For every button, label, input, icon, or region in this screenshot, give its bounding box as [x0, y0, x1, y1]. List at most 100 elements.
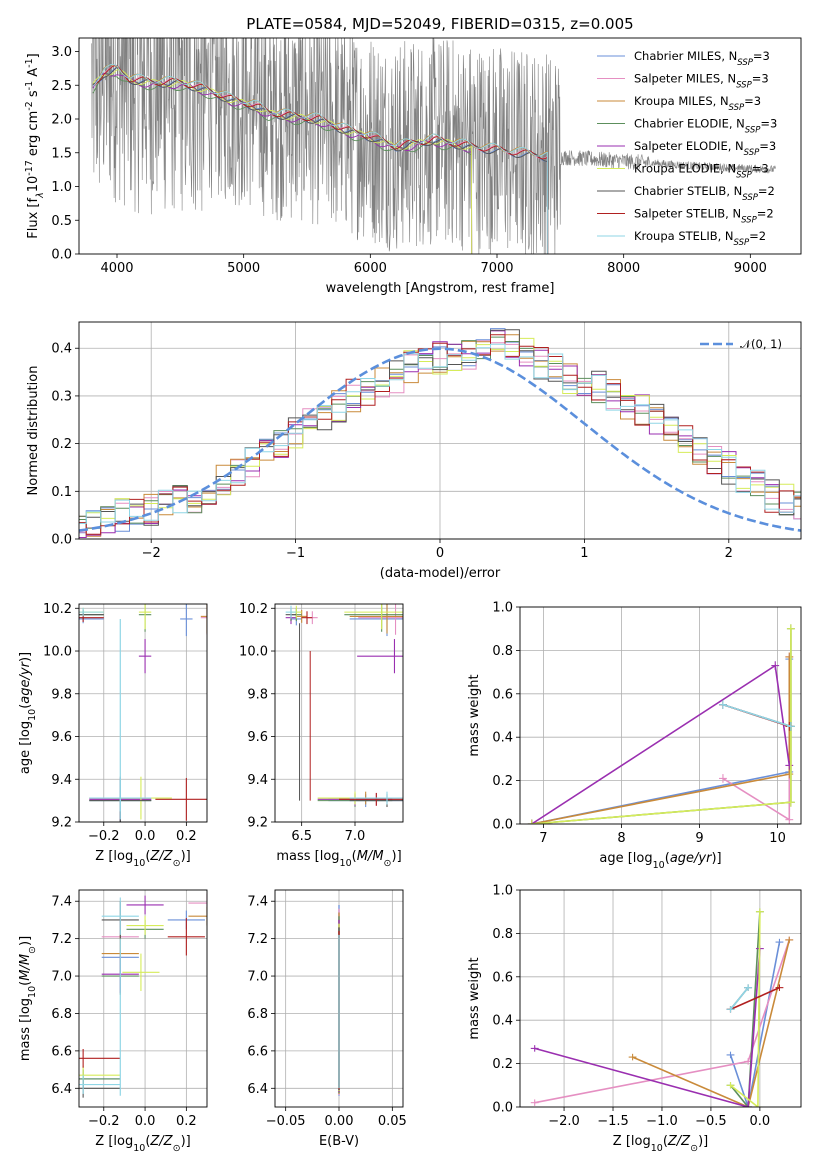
y-tick-label: 0.0 [51, 533, 72, 548]
legend-label: Kroupa STELIB, NSSP=2 [634, 229, 766, 248]
legend-label: Chabrier STELIB, NSSP=2 [634, 184, 775, 203]
y-tick-label: 6.6 [51, 1044, 72, 1059]
y-axis-label: age [log10(age/yr)] [18, 652, 38, 774]
plot-area [527, 624, 795, 824]
x-tick-label: 0.0 [135, 829, 156, 844]
plot-area [530, 908, 794, 1107]
x-tick-label: −0.2 [88, 1114, 120, 1129]
x-axis-label: Z [log10(Z/Z⊙)] [95, 1134, 190, 1154]
y-tick-label: 0.2 [51, 437, 72, 452]
weight-line-salpeter_elodie [531, 664, 791, 824]
x-tick-label: 0.00 [325, 1114, 354, 1129]
y-axis-label: mass weight [467, 674, 482, 756]
x-tick-label: 9 [695, 831, 703, 846]
age-vs-Z-panel: −0.2 0.0 0.2 9.2 9.4 9.6 9.8 10.0 10.2 [43, 602, 208, 844]
weight-line-chabrier_elodie [531, 628, 792, 824]
weight-Z-line-kroupa_miles [632, 939, 791, 1107]
model-spectrum-salpeter_stelib [92, 64, 549, 254]
x-tick-label: 2 [725, 546, 733, 561]
weight-line-kroupa_stelib [722, 703, 792, 728]
x-tick-label: −2 [142, 546, 161, 561]
model-spectrum-kroupa_stelib [92, 64, 549, 254]
y-tick-label: 1.5 [51, 146, 72, 161]
axes-frame [274, 889, 404, 1108]
y-tick-label: 1.0 [492, 601, 513, 616]
y-tick-label: 6.6 [247, 1044, 268, 1059]
x-axis-label: age [log10(age/yr)] [599, 851, 721, 871]
y-axis-label: Flux [fλ10-17 erg cm-2 s-1 A-1] [24, 53, 46, 238]
weight-Z-line-kroupa_elodie [730, 911, 761, 1107]
y-tick-label: 10.0 [239, 645, 268, 660]
y-tick-label: 7.0 [247, 970, 268, 985]
axes-frame [274, 603, 404, 823]
residual-hist-kroupa_elodie [79, 337, 801, 519]
x-tick-label: −0.2 [88, 829, 120, 844]
weight-Z-line-kroupa_stelib [729, 987, 749, 1010]
y-tick-label: 0.6 [492, 970, 513, 985]
y-tick-label: 0.0 [492, 1101, 513, 1116]
x-tick-label: −1.0 [646, 1114, 678, 1129]
observed-spectrum [91, 38, 776, 254]
y-axis-label: mass weight [467, 957, 482, 1039]
y-tick-label: 9.8 [247, 687, 268, 702]
x-tick-label: 7 [539, 831, 547, 846]
y-tick-label: 9.8 [51, 687, 72, 702]
y-tick-label: 6.8 [51, 1007, 72, 1022]
weight-Z-line-chabrier_elodie [729, 911, 761, 1107]
y-tick-label: 0.2 [492, 774, 513, 789]
legend-label: Salpeter MILES, NSSP=3 [634, 72, 769, 91]
x-tick-label: 6.5 [291, 829, 312, 844]
x-tick-label: 9000 [734, 261, 767, 276]
y-tick-label: 7.4 [247, 895, 268, 910]
legend-label: Chabrier ELODIE, NSSP=3 [634, 117, 777, 136]
y-tick-label: 6.8 [247, 1007, 268, 1022]
weight-Z-line-salpeter_elodie [534, 948, 761, 1107]
plot-area [91, 38, 776, 254]
y-tick-label: 0.8 [492, 644, 513, 659]
axes-frame [519, 889, 802, 1108]
y-tick-label: 9.4 [247, 773, 268, 788]
x-axis-label: Z [log10(Z/Z⊙)] [95, 849, 190, 869]
y-tick-label: 10.2 [239, 602, 268, 617]
plot-area [285, 604, 403, 808]
residual-hist-chabrier_miles [79, 328, 801, 534]
x-tick-label: 8 [617, 831, 625, 846]
x-tick-label: 5000 [227, 261, 260, 276]
y-tick-label: 10.2 [43, 602, 72, 617]
x-tick-label: 0.0 [135, 1114, 156, 1129]
legend-label: Kroupa MILES, NSSP=3 [634, 94, 761, 113]
x-tick-label: −2.0 [548, 1114, 580, 1129]
y-tick-label: 6.4 [51, 1082, 72, 1097]
y-tick-label: 9.4 [51, 773, 72, 788]
mass-vs-ebv-panel: −0.05 0.00 0.05 6.4 6.6 6.8 7.0 7.2 7.4 [247, 889, 407, 1129]
legend: Chabrier MILES, NSSP=3 Salpeter MILES, NS… [597, 49, 777, 248]
x-tick-label: 0 [436, 546, 444, 561]
legend-label: Chabrier MILES, NSSP=3 [634, 49, 770, 68]
x-tick-label: 6000 [354, 261, 387, 276]
x-tick-label: 0.2 [176, 829, 197, 844]
x-tick-label: 10 [769, 831, 786, 846]
weight-line-salpeter_miles [722, 656, 791, 822]
spectrum-panel: 4000 5000 6000 7000 8000 9000 0.0 0.5 1.0 1.5 2.0 2… [51, 37, 802, 276]
x-tick-label: 0.2 [176, 1114, 197, 1129]
x-tick-label: 1 [580, 546, 588, 561]
y-tick-label: 10.0 [43, 645, 72, 660]
y-tick-label: 0.5 [51, 214, 72, 229]
y-tick-label: 0.2 [492, 1057, 513, 1072]
y-tick-label: 6.4 [247, 1082, 268, 1097]
residual-histogram-panel: −2 −1 0 1 2 0.0 0.1 0.2 0.3 0.4 𝒩(0, 1) [51, 321, 802, 561]
axes-frame [519, 606, 802, 825]
residual-hist-salpeter_elodie [79, 330, 801, 538]
age-vs-mass-panel: 6.5 7.0 9.2 9.4 9.6 9.8 10.0 10.2 [239, 602, 404, 844]
weight-Z-line-chabrier_miles [729, 941, 781, 1107]
y-tick-label: 0.3 [51, 389, 72, 404]
y-tick-label: 9.2 [51, 816, 72, 831]
y-tick-label: 7.2 [51, 932, 72, 947]
y-tick-label: 0.8 [492, 927, 513, 942]
y-tick-label: 0.4 [492, 1014, 513, 1029]
plot-area [79, 893, 207, 1098]
weight-vs-Z-panel: −2.0 −1.5 −1.0 −0.5 0.0 0.0 0.2 0.4 0.6 0.8 1.0 [492, 884, 802, 1129]
x-axis-label: E(B-V) [319, 1134, 359, 1149]
weight-vs-age-panel: 7 8 9 10 0.0 0.2 0.4 0.6 0.8 1.0 [492, 601, 802, 846]
legend-label: Salpeter STELIB, NSSP=2 [634, 207, 774, 226]
